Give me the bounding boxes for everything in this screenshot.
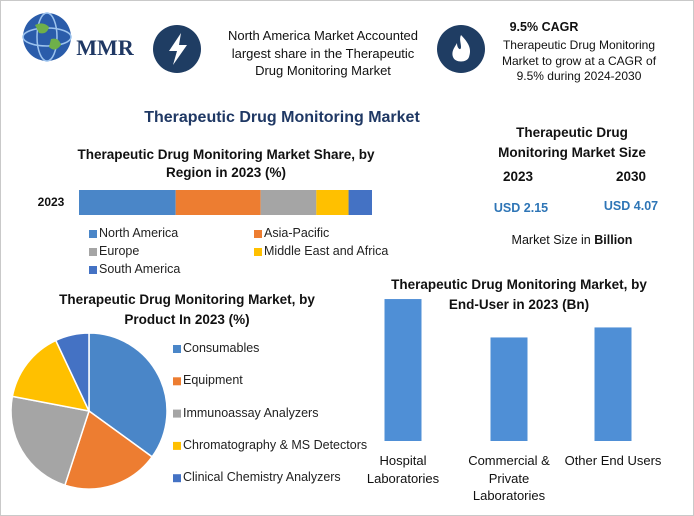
market-value: USD 4.07	[603, 199, 659, 213]
x-tick-label: Other End Users	[564, 453, 662, 468]
chart-title: Therapeutic Drug Monitoring Market, by E…	[391, 277, 647, 313]
chart-title: Therapeutic Drug Monitoring Market, by P…	[59, 292, 315, 328]
legend-swatch	[173, 474, 181, 483]
logo-text: MMR	[76, 35, 134, 60]
info-icon	[437, 25, 485, 73]
year: 2023	[502, 169, 534, 184]
pie-slice	[11, 339, 91, 413]
legend-label: Asia-Pacific	[264, 226, 330, 240]
pie-slice	[10, 395, 90, 487]
legend-label: Chromatography & MS Detectors	[183, 437, 368, 452]
x-tick-label: Hospital Laboratories	[366, 453, 440, 486]
chart-title: Therapeutic Drug Monitoring Market Share…	[77, 147, 375, 181]
market-note: Market Size in Billion	[512, 232, 633, 249]
info-icon	[153, 25, 201, 73]
bar-segment	[175, 190, 261, 215]
y-tick-label: 2023	[37, 195, 65, 209]
legend-swatch	[89, 230, 97, 238]
panel-title: Therapeutic Drug Monitoring Market Size	[498, 125, 646, 161]
info-text: North America Market Accounted largest s…	[227, 28, 419, 79]
legend-swatch	[254, 248, 262, 256]
x-tick-label: Commercial & Private Laboratories	[468, 453, 550, 504]
info-title: 9.5% CAGR	[509, 20, 579, 34]
year: 2030	[615, 169, 647, 184]
legend-label: Middle East and Africa	[264, 244, 389, 258]
legend-swatch	[173, 345, 181, 353]
legend-swatch	[173, 377, 181, 386]
bar	[384, 299, 422, 441]
legend-label: North America	[99, 226, 179, 240]
legend-label: South America	[99, 262, 181, 276]
bar-segment	[260, 190, 317, 215]
bar-segment	[348, 190, 372, 215]
info-text: Therapeutic Drug Monitoring Market to gr…	[501, 38, 657, 84]
pie-slice	[63, 409, 154, 490]
legend-swatch	[89, 248, 97, 256]
legend-swatch	[173, 441, 181, 450]
legend-label: Europe	[99, 244, 140, 258]
bar-segment	[79, 190, 176, 215]
pie-slice	[54, 332, 90, 412]
note-text: Market Size in	[511, 233, 591, 247]
bar	[490, 337, 528, 441]
market-value: USD 2.15	[493, 201, 549, 215]
page-title: Therapeutic Drug Monitoring Market	[144, 109, 420, 126]
bar-segment	[316, 190, 349, 215]
legend-swatch	[254, 230, 262, 238]
note-unit: Billion	[594, 233, 633, 247]
legend-label: Equipment	[183, 373, 243, 388]
bar	[594, 327, 632, 441]
legend-swatch	[173, 409, 181, 418]
logo-globe	[22, 12, 72, 62]
legend-label: Consumables	[183, 341, 260, 355]
legend-label: Clinical Chemistry Analyzers	[183, 470, 341, 485]
legend-swatch	[89, 266, 97, 274]
legend-label: Immunoassay Analyzers	[183, 405, 319, 420]
pie-slice	[88, 332, 168, 458]
